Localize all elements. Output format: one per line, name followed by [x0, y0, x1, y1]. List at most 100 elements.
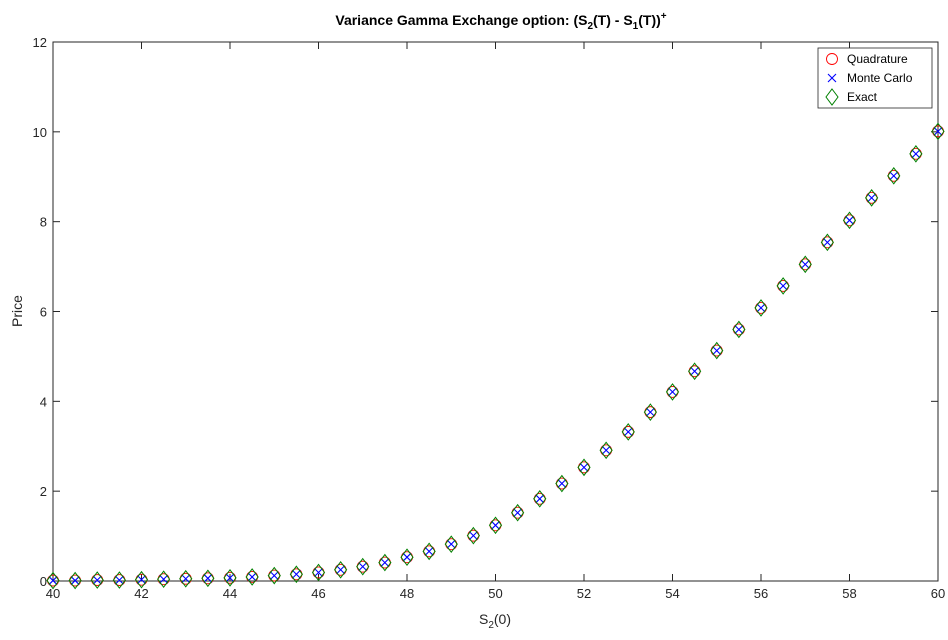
- point-exact: [422, 542, 436, 561]
- point-exact: [599, 441, 613, 460]
- point-exact: [179, 569, 193, 588]
- point-exact: [820, 233, 834, 252]
- point-exact: [577, 458, 591, 477]
- x-tick-label: 48: [400, 586, 414, 601]
- point-monte-carlo: [269, 571, 279, 580]
- point-exact: [267, 566, 281, 585]
- point-exact: [776, 277, 790, 295]
- x-tick-label: 52: [577, 586, 591, 601]
- point-monte-carlo: [336, 565, 346, 575]
- x-tick-label: 58: [842, 586, 856, 601]
- y-tick-label: 0: [40, 574, 47, 589]
- point-monte-carlo: [778, 281, 788, 291]
- point-exact: [112, 571, 126, 589]
- point-monte-carlo: [579, 462, 589, 472]
- point-monte-carlo: [314, 568, 323, 577]
- x-tick-label: 60: [931, 586, 945, 601]
- point-exact: [909, 145, 923, 163]
- x-tick-label: 40: [46, 586, 60, 601]
- y-tick-label: 8: [40, 215, 47, 230]
- point-monte-carlo: [446, 539, 456, 549]
- point-exact: [842, 211, 857, 230]
- point-monte-carlo: [513, 508, 523, 518]
- point-monte-carlo: [203, 573, 213, 583]
- legend-marker-circle: [826, 53, 838, 65]
- y-tick-label: 10: [33, 125, 47, 140]
- point-monte-carlo: [181, 574, 191, 584]
- point-monte-carlo: [424, 546, 434, 556]
- point-monte-carlo: [800, 259, 810, 269]
- point-exact: [621, 423, 635, 441]
- point-monte-carlo: [535, 494, 545, 504]
- point-monte-carlo: [933, 126, 943, 136]
- point-exact: [488, 516, 503, 535]
- point-monte-carlo: [712, 346, 722, 355]
- y-axis-label: Price: [9, 295, 25, 327]
- point-exact: [245, 568, 259, 586]
- plot-area: [52, 41, 939, 582]
- legend-entry-quadrature: Quadrature: [826, 52, 908, 66]
- point-monte-carlo: [734, 325, 744, 334]
- point-monte-carlo: [845, 215, 854, 225]
- point-exact: [201, 569, 215, 588]
- point-monte-carlo: [291, 569, 301, 579]
- point-exact: [688, 362, 702, 381]
- point-exact: [68, 571, 82, 590]
- y-tick-label: 2: [40, 484, 47, 499]
- point-monte-carlo: [557, 479, 567, 488]
- point-exact: [511, 503, 525, 522]
- point-exact: [643, 403, 657, 421]
- legend: Quadrature Monte Carlo Exact: [817, 47, 933, 109]
- point-exact: [444, 535, 458, 554]
- y-tick-label: 4: [40, 394, 47, 409]
- point-exact: [887, 167, 901, 185]
- point-monte-carlo: [623, 427, 633, 437]
- point-monte-carlo: [601, 445, 611, 455]
- point-monte-carlo: [247, 572, 257, 582]
- legend-entry-monte-carlo: Monte Carlo: [827, 71, 913, 85]
- y-axis: 0 2 4 6 8 10 12: [33, 35, 938, 589]
- legend-label-quadrature: Quadrature: [847, 52, 908, 66]
- point-exact: [378, 553, 392, 572]
- point-exact: [754, 299, 768, 317]
- point-exact: [865, 189, 879, 207]
- point-exact: [46, 571, 60, 590]
- point-monte-carlo: [92, 575, 102, 585]
- point-exact: [134, 570, 149, 589]
- x-tick-label: 54: [665, 586, 679, 601]
- point-exact: [223, 569, 237, 587]
- point-monte-carlo: [358, 562, 368, 572]
- point-monte-carlo: [668, 387, 677, 397]
- point-exact: [533, 489, 547, 508]
- point-monte-carlo: [756, 303, 766, 313]
- point-monte-carlo: [48, 576, 58, 585]
- point-exact: [710, 341, 724, 360]
- y-tick-label: 12: [33, 35, 47, 50]
- point-exact: [732, 320, 746, 339]
- point-monte-carlo: [911, 149, 921, 159]
- point-monte-carlo: [402, 552, 412, 562]
- point-monte-carlo: [159, 574, 169, 584]
- x-tick-label: 50: [488, 586, 502, 601]
- point-exact: [356, 557, 370, 576]
- data-markers: [46, 122, 945, 590]
- point-monte-carlo: [380, 558, 390, 567]
- legend-marker-diamond: [825, 88, 839, 106]
- point-monte-carlo: [114, 575, 124, 585]
- chart-title: Variance Gamma Exchange option: (S2(T) -…: [335, 11, 666, 32]
- point-exact: [931, 122, 945, 141]
- point-exact: [400, 548, 414, 567]
- point-exact: [157, 570, 171, 589]
- point-monte-carlo: [225, 573, 235, 583]
- x-tick-label: 46: [311, 586, 325, 601]
- point-exact: [665, 383, 680, 401]
- point-exact: [466, 526, 480, 545]
- point-monte-carlo: [822, 237, 832, 247]
- y-tick-label: 6: [40, 305, 47, 320]
- legend-label-monte-carlo: Monte Carlo: [847, 71, 913, 85]
- point-monte-carlo: [491, 520, 500, 530]
- legend-entry-exact: Exact: [825, 88, 878, 106]
- x-axis-label: S2(0): [479, 611, 511, 631]
